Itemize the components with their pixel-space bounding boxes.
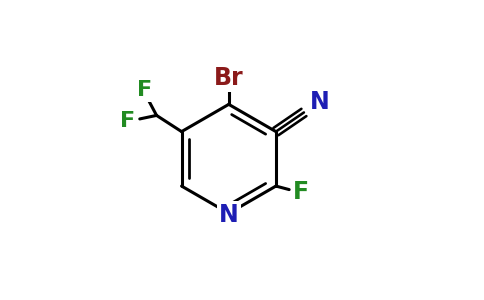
- Text: F: F: [137, 80, 152, 100]
- Text: F: F: [293, 180, 309, 204]
- Text: F: F: [120, 111, 135, 131]
- Text: Br: Br: [214, 66, 243, 90]
- Text: N: N: [219, 203, 239, 227]
- Text: N: N: [310, 90, 330, 114]
